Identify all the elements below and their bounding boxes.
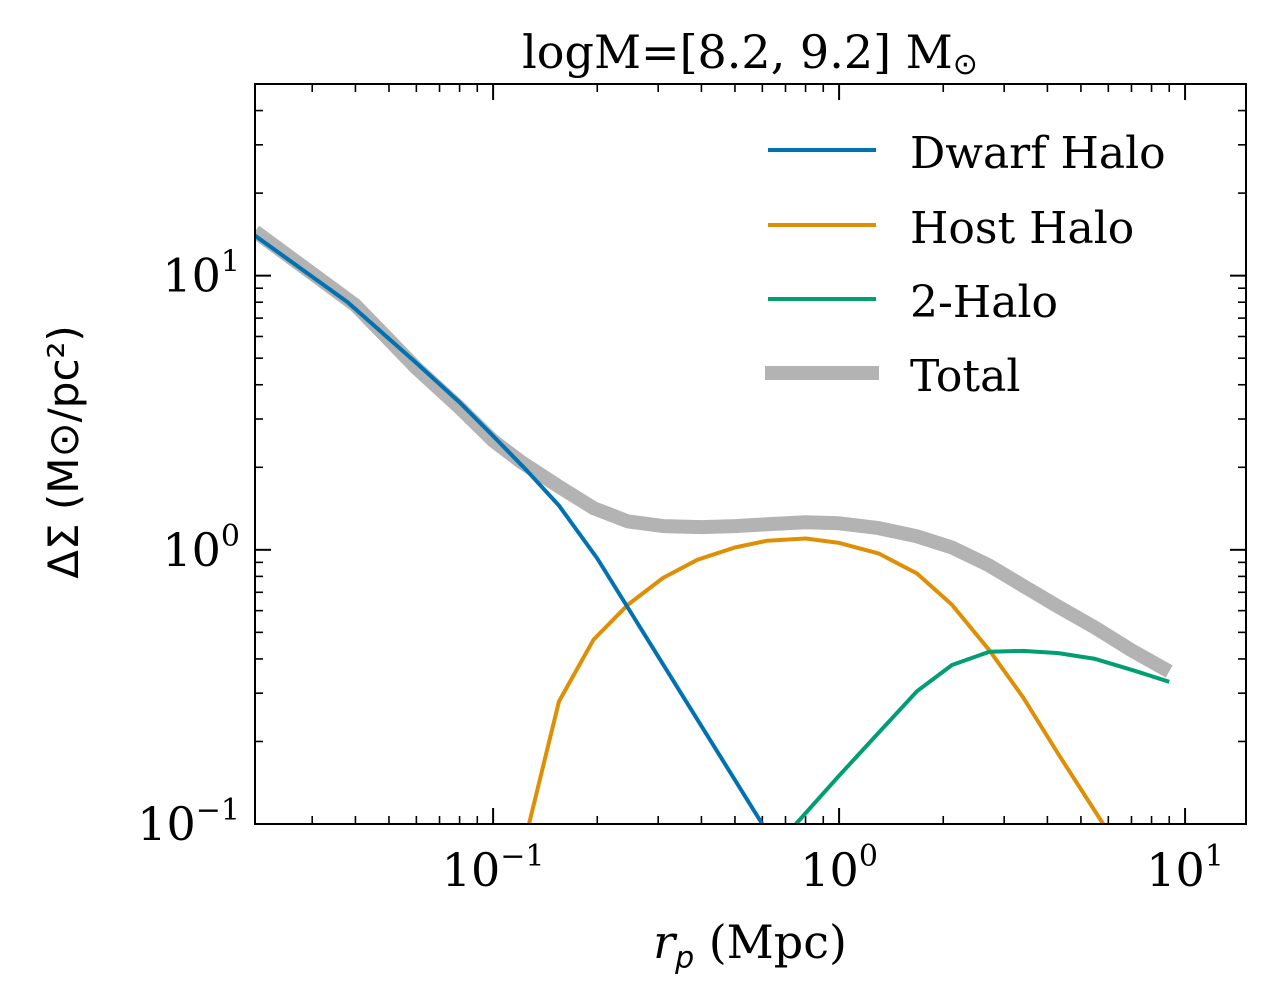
x-axis-label-unit: (Mpc) — [694, 915, 847, 969]
y-tick-label: 100 — [162, 519, 240, 577]
axis-ticks — [255, 83, 1246, 825]
chart-title-text: logM=[8.2, 9.2] M — [522, 25, 953, 79]
y-axis-label: ΔΣ (M⊙/pc²) — [39, 325, 88, 579]
legend-label-host-halo: Host Halo — [910, 203, 1134, 254]
y-tick-label: 10−1 — [137, 793, 240, 851]
series-line-host-halo — [527, 536, 1105, 824]
series-lines — [255, 225, 1173, 824]
x-tick-label: 100 — [800, 839, 878, 897]
plot-frame — [254, 83, 1247, 825]
x-axis-label-subscript: p — [674, 941, 694, 976]
x-axis-label-variable: r — [653, 915, 678, 969]
series-line-total — [255, 225, 1173, 678]
chart-title-subscript: ⊙ — [953, 47, 978, 82]
x-tick-label: 101 — [1146, 839, 1224, 897]
chart-title: logM=[8.2, 9.2] M⊙ — [522, 25, 978, 82]
legend: Dwarf Halo Host Halo 2-Halo Total — [765, 128, 1166, 402]
series-line-dwarf-halo — [255, 233, 764, 824]
tick-labels: 10−1 100 101 10−1 100 101 — [137, 245, 1224, 897]
legend-label-total: Total — [910, 351, 1020, 402]
legend-label-dwarf-halo: Dwarf Halo — [910, 128, 1166, 179]
series-line-2-halo — [794, 648, 1170, 824]
legend-label-2-halo: 2-Halo — [910, 277, 1058, 328]
x-tick-label: 10−1 — [442, 839, 545, 897]
x-axis-label: rp (Mpc) — [653, 915, 847, 976]
y-tick-label: 101 — [162, 245, 240, 303]
